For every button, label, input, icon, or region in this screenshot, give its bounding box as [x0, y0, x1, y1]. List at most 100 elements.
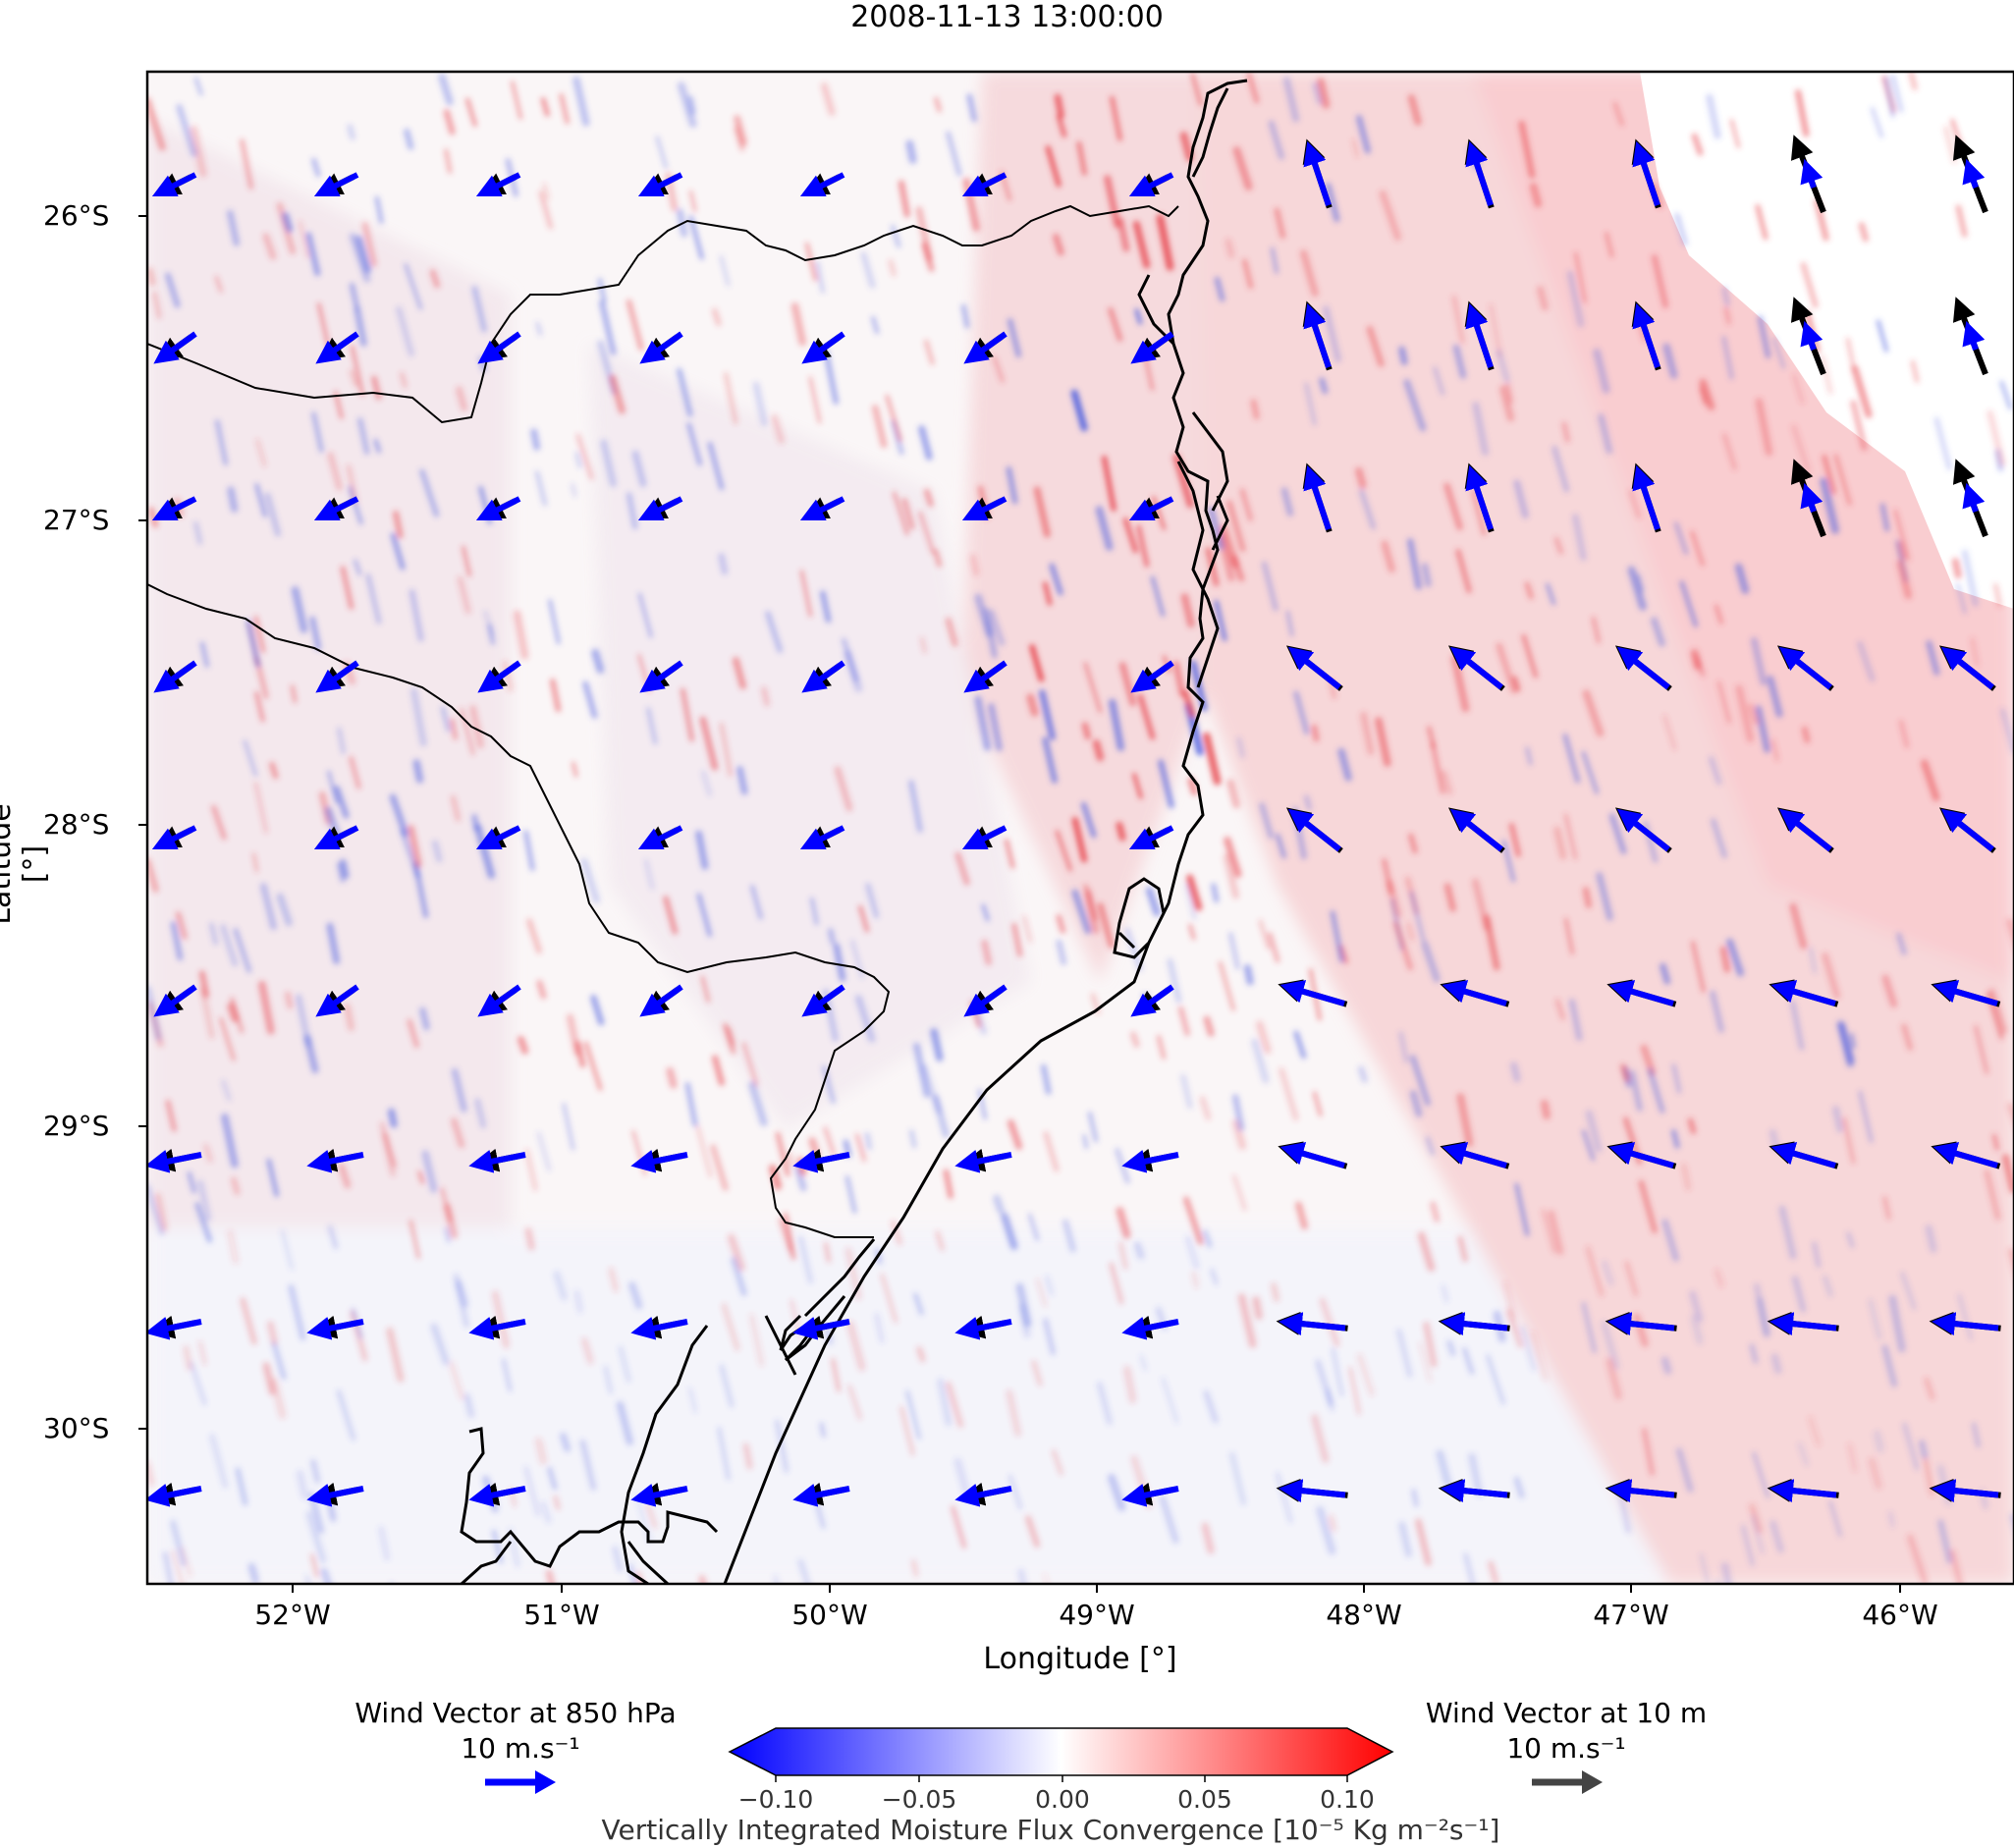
divergence-streak	[389, 793, 409, 838]
convergence-streak	[1858, 222, 1869, 243]
convergence-streak	[408, 825, 422, 868]
convergence-streak	[1898, 720, 1909, 748]
convergence-streak	[1182, 689, 1196, 718]
convergence-streak	[230, 1176, 241, 1196]
divergence-streak	[1999, 380, 2013, 410]
divergence-streak	[535, 321, 543, 336]
convergence-streak	[1716, 680, 1731, 724]
divergence-streak	[1740, 1524, 1755, 1566]
convergence-streak	[663, 896, 679, 935]
divergence-streak	[1585, 1110, 1603, 1153]
divergence-streak	[1513, 479, 1529, 519]
wind-vector-850hpa	[1465, 464, 1494, 530]
wind-vector-850hpa	[315, 984, 359, 1017]
divergence-streak	[1203, 1389, 1219, 1424]
convergence-streak	[1974, 1025, 1989, 1074]
convergence-streak	[1311, 724, 1320, 742]
convergence-streak	[1821, 951, 1841, 1000]
wind-vector-850hpa	[639, 984, 683, 1017]
divergence-streak	[1259, 802, 1275, 840]
divergence-streak	[1501, 840, 1516, 883]
convergence-streak	[921, 242, 935, 272]
divergence-streak	[604, 1366, 613, 1394]
divergence-streak	[775, 1419, 789, 1473]
divergence-streak	[1425, 1136, 1436, 1156]
legend-arrow-10m	[1532, 1770, 1603, 1794]
convergence-streak	[1132, 773, 1143, 799]
divergence-streak	[1679, 580, 1699, 627]
divergence-streak	[736, 766, 748, 795]
wind-vector-850hpa	[961, 825, 1007, 850]
convergence-streak	[1606, 1357, 1622, 1400]
divergence-streak	[208, 922, 219, 946]
divergence-streak	[1044, 1275, 1055, 1296]
divergence-streak	[646, 707, 658, 745]
convergence-streak	[491, 1290, 511, 1349]
convergence-streak	[1842, 1116, 1856, 1165]
divergence-streak	[628, 1281, 643, 1310]
convergence-streak	[711, 1055, 726, 1086]
wind-vector-850hpa	[1932, 980, 1998, 1006]
divergence-streak	[164, 272, 181, 308]
divergence-streak	[1750, 636, 1768, 686]
convergence-streak	[1699, 386, 1708, 406]
convergence-streak	[645, 1502, 658, 1529]
convergence-streak	[992, 355, 1005, 383]
convergence-streak	[981, 939, 993, 966]
divergence-streak	[1647, 1067, 1665, 1114]
wind-vector-850hpa	[475, 172, 521, 197]
divergence-streak	[913, 1292, 924, 1316]
wind-vector-850hpa	[1449, 808, 1503, 852]
wind-vector-850hpa	[801, 660, 845, 693]
convergence-streak	[511, 81, 522, 120]
divergence-streak	[1809, 947, 1817, 974]
convergence-streak	[700, 975, 711, 1004]
divergence-streak	[864, 1132, 873, 1151]
convergence-streak	[1317, 78, 1331, 109]
divergence-streak	[354, 559, 362, 576]
divergence-streak	[354, 306, 367, 347]
divergence-streak	[1888, 1294, 1906, 1353]
divergence-streak	[1411, 1489, 1419, 1507]
x-tick-label: 50°W	[791, 1599, 868, 1631]
convergence-streak	[892, 491, 909, 536]
wind-vector-850hpa	[147, 1150, 202, 1173]
convergence-streak	[820, 82, 836, 117]
convergence-streak	[666, 1066, 678, 1089]
divergence-streak	[478, 355, 487, 372]
divergence-streak	[356, 417, 370, 456]
convergence-streak	[1984, 1169, 2001, 1221]
convergence-streak	[1789, 902, 1808, 950]
colorbar-tick-label: 0.00	[1035, 1785, 1090, 1814]
divergence-streak	[1755, 705, 1770, 753]
convergence-streak	[1748, 1503, 1764, 1534]
convergence-streak	[1755, 398, 1773, 457]
wind-vector-850hpa	[1770, 980, 1836, 1006]
divergence-streak	[1409, 1055, 1431, 1107]
convergence-streak	[572, 761, 578, 778]
divergence-streak	[573, 1289, 583, 1314]
divergence-streak	[147, 985, 162, 1041]
convergence-streak	[768, 1164, 783, 1190]
convergence-streak	[1423, 1322, 1438, 1368]
divergence-streak	[828, 928, 836, 945]
divergence-streak	[196, 1179, 212, 1222]
convergence-streak	[1201, 1522, 1215, 1554]
convergence-streak	[1117, 1241, 1128, 1271]
divergence-streak	[1675, 1447, 1694, 1493]
map-title: 2008-11-13 13:00:00	[850, 0, 1164, 34]
wind-vector-850hpa	[1800, 482, 1823, 513]
divergence-streak	[1581, 750, 1600, 794]
divergence-streak	[1180, 1073, 1193, 1110]
divergence-streak	[1792, 1276, 1807, 1313]
convergence-streak	[1868, 1457, 1882, 1490]
convergence-streak	[1311, 1413, 1330, 1463]
convergence-streak	[1605, 232, 1614, 258]
divergence-streak	[616, 1400, 633, 1445]
convergence-streak	[1910, 359, 1920, 383]
convergence-streak	[349, 369, 358, 387]
x-tick-label: 51°W	[523, 1599, 600, 1631]
divergence-streak	[1598, 413, 1613, 455]
divergence-streak	[1133, 1241, 1145, 1260]
divergence-streak	[1902, 1422, 1920, 1471]
